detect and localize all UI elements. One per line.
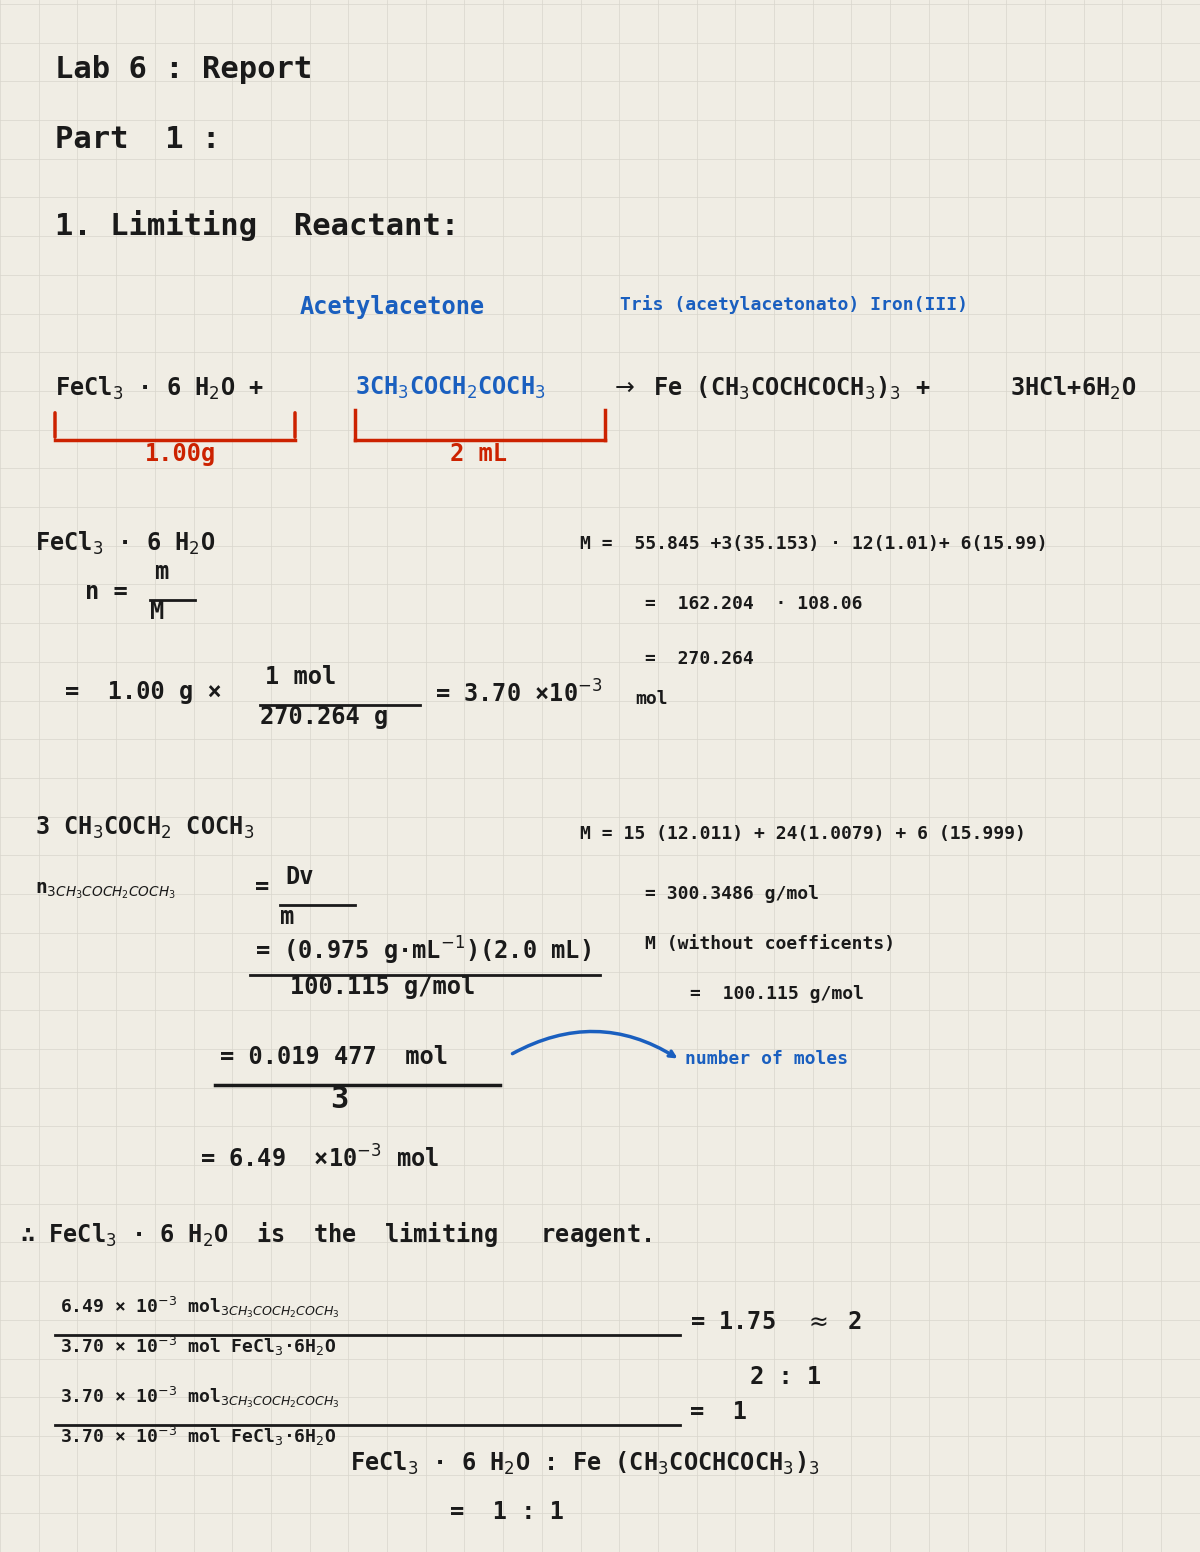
Text: 2 : 1: 2 : 1 bbox=[750, 1366, 821, 1389]
Text: = 6.49  ×10$^{-3}$ mol: = 6.49 ×10$^{-3}$ mol bbox=[200, 1145, 439, 1172]
Text: 1.00g: 1.00g bbox=[145, 442, 216, 466]
Text: FeCl$_3$ · 6 H$_2$O +: FeCl$_3$ · 6 H$_2$O + bbox=[55, 376, 264, 402]
Text: M =  55.845 +3(35.153) · 12(1.01)+ 6(15.99): M = 55.845 +3(35.153) · 12(1.01)+ 6(15.9… bbox=[580, 535, 1048, 553]
Text: = 300.3486 g/mol: = 300.3486 g/mol bbox=[646, 885, 818, 903]
Text: 3.70 × 10$^{-3}$ mol$_{3CH_3COCH_2COCH_3}$: 3.70 × 10$^{-3}$ mol$_{3CH_3COCH_2COCH_3… bbox=[60, 1384, 340, 1411]
Text: = 3.70 ×10$^{-3}$: = 3.70 ×10$^{-3}$ bbox=[434, 680, 602, 708]
Text: 3HCl+6H$_2$O: 3HCl+6H$_2$O bbox=[1010, 376, 1136, 402]
Text: Acetylacetone: Acetylacetone bbox=[300, 295, 485, 320]
Text: 6.49 × 10$^{-3}$ mol$_{3CH_3COCH_2COCH_3}$: 6.49 × 10$^{-3}$ mol$_{3CH_3COCH_2COCH_3… bbox=[60, 1294, 340, 1321]
Text: M (without coefficents): M (without coefficents) bbox=[646, 934, 895, 953]
Text: 2 mL: 2 mL bbox=[450, 442, 508, 466]
Text: $\rightarrow$ Fe (CH$_3$COCHCOCH$_3$)$_3$ +: $\rightarrow$ Fe (CH$_3$COCHCOCH$_3$)$_3… bbox=[610, 376, 930, 402]
Text: 1 mol: 1 mol bbox=[265, 664, 336, 689]
Text: =  1.00 g ×: = 1.00 g × bbox=[65, 680, 222, 705]
Text: 3.70 × 10$^{-3}$ mol FeCl$_3$·6H$_2$O: 3.70 × 10$^{-3}$ mol FeCl$_3$·6H$_2$O bbox=[60, 1425, 336, 1448]
Text: 100.115 g/mol: 100.115 g/mol bbox=[290, 975, 475, 999]
Text: = (0.975 g·mL$^{-1}$)(2.0 mL): = (0.975 g·mL$^{-1}$)(2.0 mL) bbox=[254, 934, 590, 967]
Text: m: m bbox=[280, 905, 294, 930]
Text: Lab 6 : Report: Lab 6 : Report bbox=[55, 54, 312, 84]
Text: mol: mol bbox=[635, 691, 667, 708]
Text: =  162.204  · 108.06: = 162.204 · 108.06 bbox=[646, 594, 863, 613]
Text: n =: n = bbox=[85, 580, 127, 604]
Text: 3 CH$_3$COCH$_2$ COCH$_3$: 3 CH$_3$COCH$_2$ COCH$_3$ bbox=[35, 815, 254, 841]
Text: 3: 3 bbox=[330, 1085, 348, 1114]
Text: =  1 : 1: = 1 : 1 bbox=[450, 1499, 564, 1524]
Text: m: m bbox=[155, 560, 169, 584]
Text: M = 15 (12.011) + 24(1.0079) + 6 (15.999): M = 15 (12.011) + 24(1.0079) + 6 (15.999… bbox=[580, 826, 1026, 843]
Text: =  270.264: = 270.264 bbox=[646, 650, 754, 667]
Text: 1. Limiting  Reactant:: 1. Limiting Reactant: bbox=[55, 210, 460, 241]
Text: 270.264 g: 270.264 g bbox=[260, 705, 389, 729]
Text: Part  1 :: Part 1 : bbox=[55, 126, 221, 154]
Text: M: M bbox=[150, 601, 164, 624]
Text: n$_{3CH_3COCH_2COCH_3}$: n$_{3CH_3COCH_2COCH_3}$ bbox=[35, 880, 176, 900]
Text: FeCl$_3$ · 6 H$_2$O : Fe (CH$_3$COCHCOCH$_3$)$_3$: FeCl$_3$ · 6 H$_2$O : Fe (CH$_3$COCHCOCH… bbox=[350, 1450, 820, 1478]
Text: Dv: Dv bbox=[286, 864, 313, 889]
Text: FeCl$_3$ · 6 H$_2$O: FeCl$_3$ · 6 H$_2$O bbox=[35, 529, 215, 557]
Text: Tris (acetylacetonato) Iron(III): Tris (acetylacetonato) Iron(III) bbox=[620, 295, 968, 314]
Text: = 1.75  $\approx$ 2: = 1.75 $\approx$ 2 bbox=[690, 1310, 862, 1335]
Text: number of moles: number of moles bbox=[685, 1051, 848, 1068]
Text: = 0.019 477  mol: = 0.019 477 mol bbox=[220, 1044, 448, 1069]
Text: ∴ FeCl$_3$ · 6 H$_2$O  is  the  limiting   reagent.: ∴ FeCl$_3$ · 6 H$_2$O is the limiting re… bbox=[20, 1220, 652, 1249]
Text: =: = bbox=[254, 875, 269, 899]
Text: =  100.115 g/mol: = 100.115 g/mol bbox=[690, 986, 864, 1003]
Text: =  1: = 1 bbox=[690, 1400, 746, 1425]
Text: 3CH$_3$COCH$_2$COCH$_3$: 3CH$_3$COCH$_2$COCH$_3$ bbox=[355, 376, 546, 402]
Text: 3.70 × 10$^{-3}$ mol FeCl$_3$·6H$_2$O: 3.70 × 10$^{-3}$ mol FeCl$_3$·6H$_2$O bbox=[60, 1335, 336, 1358]
